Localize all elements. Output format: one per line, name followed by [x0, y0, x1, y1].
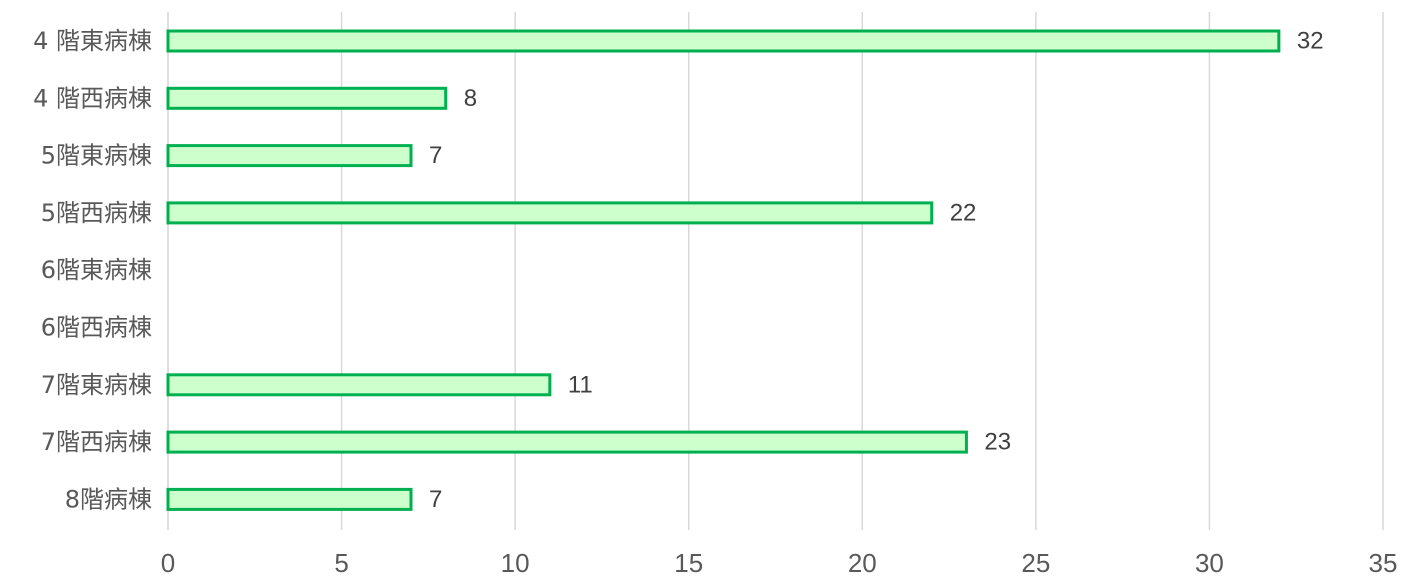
- x-tick-label: 25: [1021, 548, 1050, 576]
- category-label: 4 階東病棟: [33, 27, 152, 55]
- category-label: 6階西病棟: [41, 314, 152, 342]
- x-tick-labels: 0 5 10 15 20 25 30 35: [161, 548, 1398, 576]
- data-label: 8: [464, 85, 477, 112]
- category-label: 7階東病棟: [41, 371, 152, 399]
- category-label: 7階西病棟: [41, 428, 152, 456]
- data-labels: 32 8 7 22 11 23 7: [429, 28, 1324, 513]
- data-label: 32: [1297, 28, 1324, 55]
- data-label: 7: [429, 142, 442, 169]
- bar: [166, 430, 968, 454]
- x-tick-label: 5: [334, 548, 348, 576]
- category-label: 5階東病棟: [41, 142, 152, 170]
- x-tick-label: 30: [1195, 548, 1224, 576]
- bar: [166, 373, 552, 397]
- data-label: 22: [950, 199, 977, 226]
- data-label: 11: [568, 371, 593, 398]
- x-tick-label: 10: [501, 548, 530, 576]
- category-label: 8階病棟: [65, 485, 152, 513]
- bar: [166, 201, 934, 225]
- bars: [166, 29, 1281, 511]
- category-label: 5階西病棟: [41, 199, 152, 227]
- bar: [166, 86, 448, 110]
- x-tick-label: 35: [1369, 548, 1398, 576]
- category-label: 4 階西病棟: [33, 84, 152, 112]
- data-label: 7: [429, 486, 442, 513]
- category-labels: 4 階東病棟 4 階西病棟 5階東病棟 5階西病棟 6階東病棟 6階西病棟 7階東病棟 7階西…: [33, 27, 152, 513]
- bar: [166, 29, 1281, 53]
- x-tick-label: 15: [674, 548, 703, 576]
- x-tick-label: 0: [161, 548, 175, 576]
- data-label: 23: [984, 429, 1011, 456]
- category-label: 6階東病棟: [41, 256, 152, 284]
- x-tick-label: 20: [848, 548, 877, 576]
- bar: [166, 144, 413, 168]
- bar: [166, 487, 413, 511]
